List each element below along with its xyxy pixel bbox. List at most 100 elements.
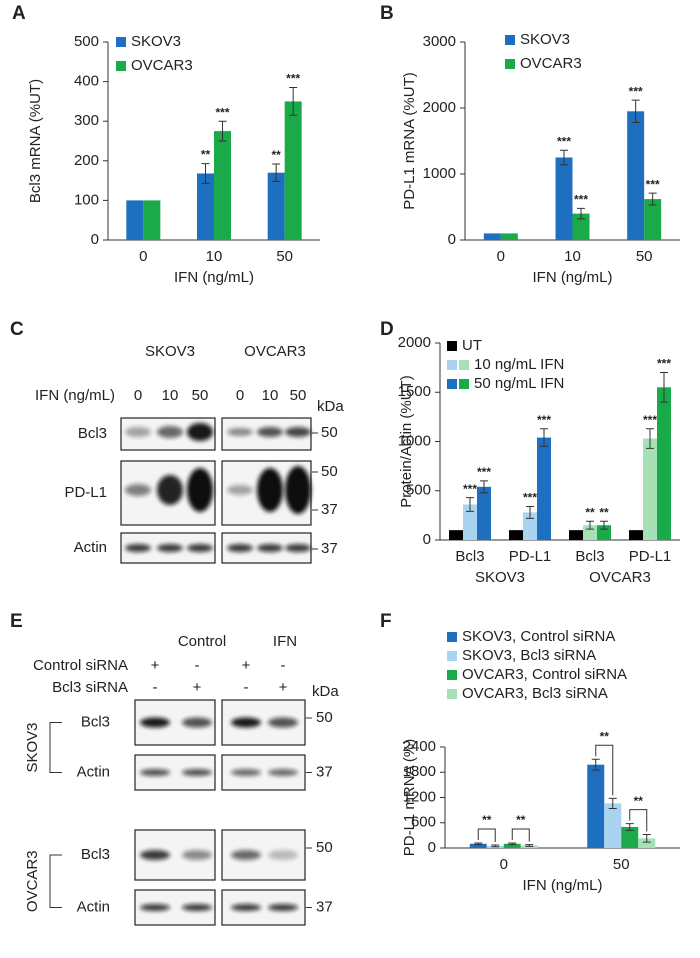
legend-label: OVCAR3, Control siRNA [462,666,627,683]
legend-swatch [459,379,469,389]
error-bar [600,520,608,530]
y-tick-label: 100 [74,191,99,208]
significance-label: *** [215,105,229,119]
legend-label: 50 ng/mL IFN [474,375,564,392]
legend-swatch [447,632,457,642]
lane-label: 50 [192,387,209,404]
marker-label: 37 [316,898,333,915]
error-bar [201,163,210,184]
comparison-bracket [477,828,496,843]
bar [126,200,144,240]
y-tick-label: 0 [428,839,436,856]
legend-swatch [447,651,457,661]
group-label: OVCAR3 [24,850,41,912]
lane-label: - [195,657,200,674]
blot-band [285,466,311,514]
legend-label: UT [462,337,482,354]
significance-label: *** [463,482,477,496]
treatment-label: Control siRNA [33,657,128,674]
blot-band [257,427,283,437]
y-tick-label: 2000 [398,334,431,351]
error-bar [525,844,534,847]
comparison-bracket [629,809,648,832]
y-tick-label: 2000 [423,99,456,116]
row-label: Actin [77,763,110,780]
panel-label: F [380,611,392,632]
legend-swatch [447,341,457,351]
bar [643,438,657,540]
panel-label: A [12,3,26,24]
bar [500,233,518,240]
row-label: Bcl3 [81,846,110,863]
y-tick-label: 0 [423,531,431,548]
lane-label: + [242,657,251,674]
legend-label: 10 ng/mL IFN [474,356,564,373]
blot-band [285,544,311,552]
lane-label: + [279,679,288,696]
panel-label: C [10,319,24,340]
bar [463,504,477,540]
lane-label: 10 [262,387,279,404]
comparison-bracket [595,744,614,796]
row-label: Actin [77,898,110,915]
group-label: SKOV3 [475,569,525,586]
legend-swatch [116,61,126,71]
error-bar [289,87,298,116]
x-tick-label: Bcl3 [455,548,484,565]
bar [523,512,537,540]
legend-swatch [459,360,469,370]
legend-label: SKOV3 [131,33,181,50]
blot-band [257,468,283,512]
blot-band [268,904,298,911]
bar [657,387,671,540]
x-tick-label: 10 [564,248,581,265]
blot-band [227,544,253,552]
treatment-label: IFN (ng/mL) [35,387,115,404]
bar [644,199,662,240]
bar [569,530,583,540]
x-tick-label: 0 [139,248,147,265]
bar [627,111,645,240]
panel-label: B [380,3,394,24]
marker-label: 37 [321,540,338,557]
blot-band [227,428,253,436]
x-tick-label: 0 [500,856,508,873]
marker-label: 37 [321,501,338,518]
blot-band [157,426,183,438]
x-tick-label: 0 [497,248,505,265]
significance-label: *** [574,192,588,206]
row-label: PD-L1 [64,484,107,501]
marker-label: 50 [321,424,338,441]
group-bracket [49,722,62,773]
marker-label: 50 [316,839,333,856]
legend-swatch [447,360,457,370]
y-tick-label: 0 [91,231,99,248]
y-tick-label: 300 [74,112,99,129]
panel-label: E [10,611,23,632]
bar [638,838,656,848]
lane-label: 10 [162,387,179,404]
x-tick-label: PD-L1 [509,548,552,565]
row-label: Bcl3 [78,425,107,442]
blot-band [140,769,170,776]
y-tick-label: 500 [406,482,431,499]
y-tick-label: 1500 [398,383,431,400]
condition-label: Control [178,633,226,650]
error-bar [586,520,594,530]
blot-band [125,484,151,496]
y-tick-label: 600 [411,814,436,831]
significance-label: *** [629,84,643,98]
legend-label: SKOV3, Control siRNA [462,628,615,645]
blot-band [231,904,261,911]
error-bar [508,842,517,846]
legend-label: SKOV3 [520,31,570,48]
bar [629,530,643,540]
error-bar [491,844,500,848]
row-label: Bcl3 [81,713,110,730]
significance-label: *** [657,357,671,371]
significance-label: *** [477,465,491,479]
unit-label: kDa [317,398,344,415]
x-tick-label: 50 [613,856,630,873]
blot-band [182,717,212,728]
error-bar [642,834,651,843]
